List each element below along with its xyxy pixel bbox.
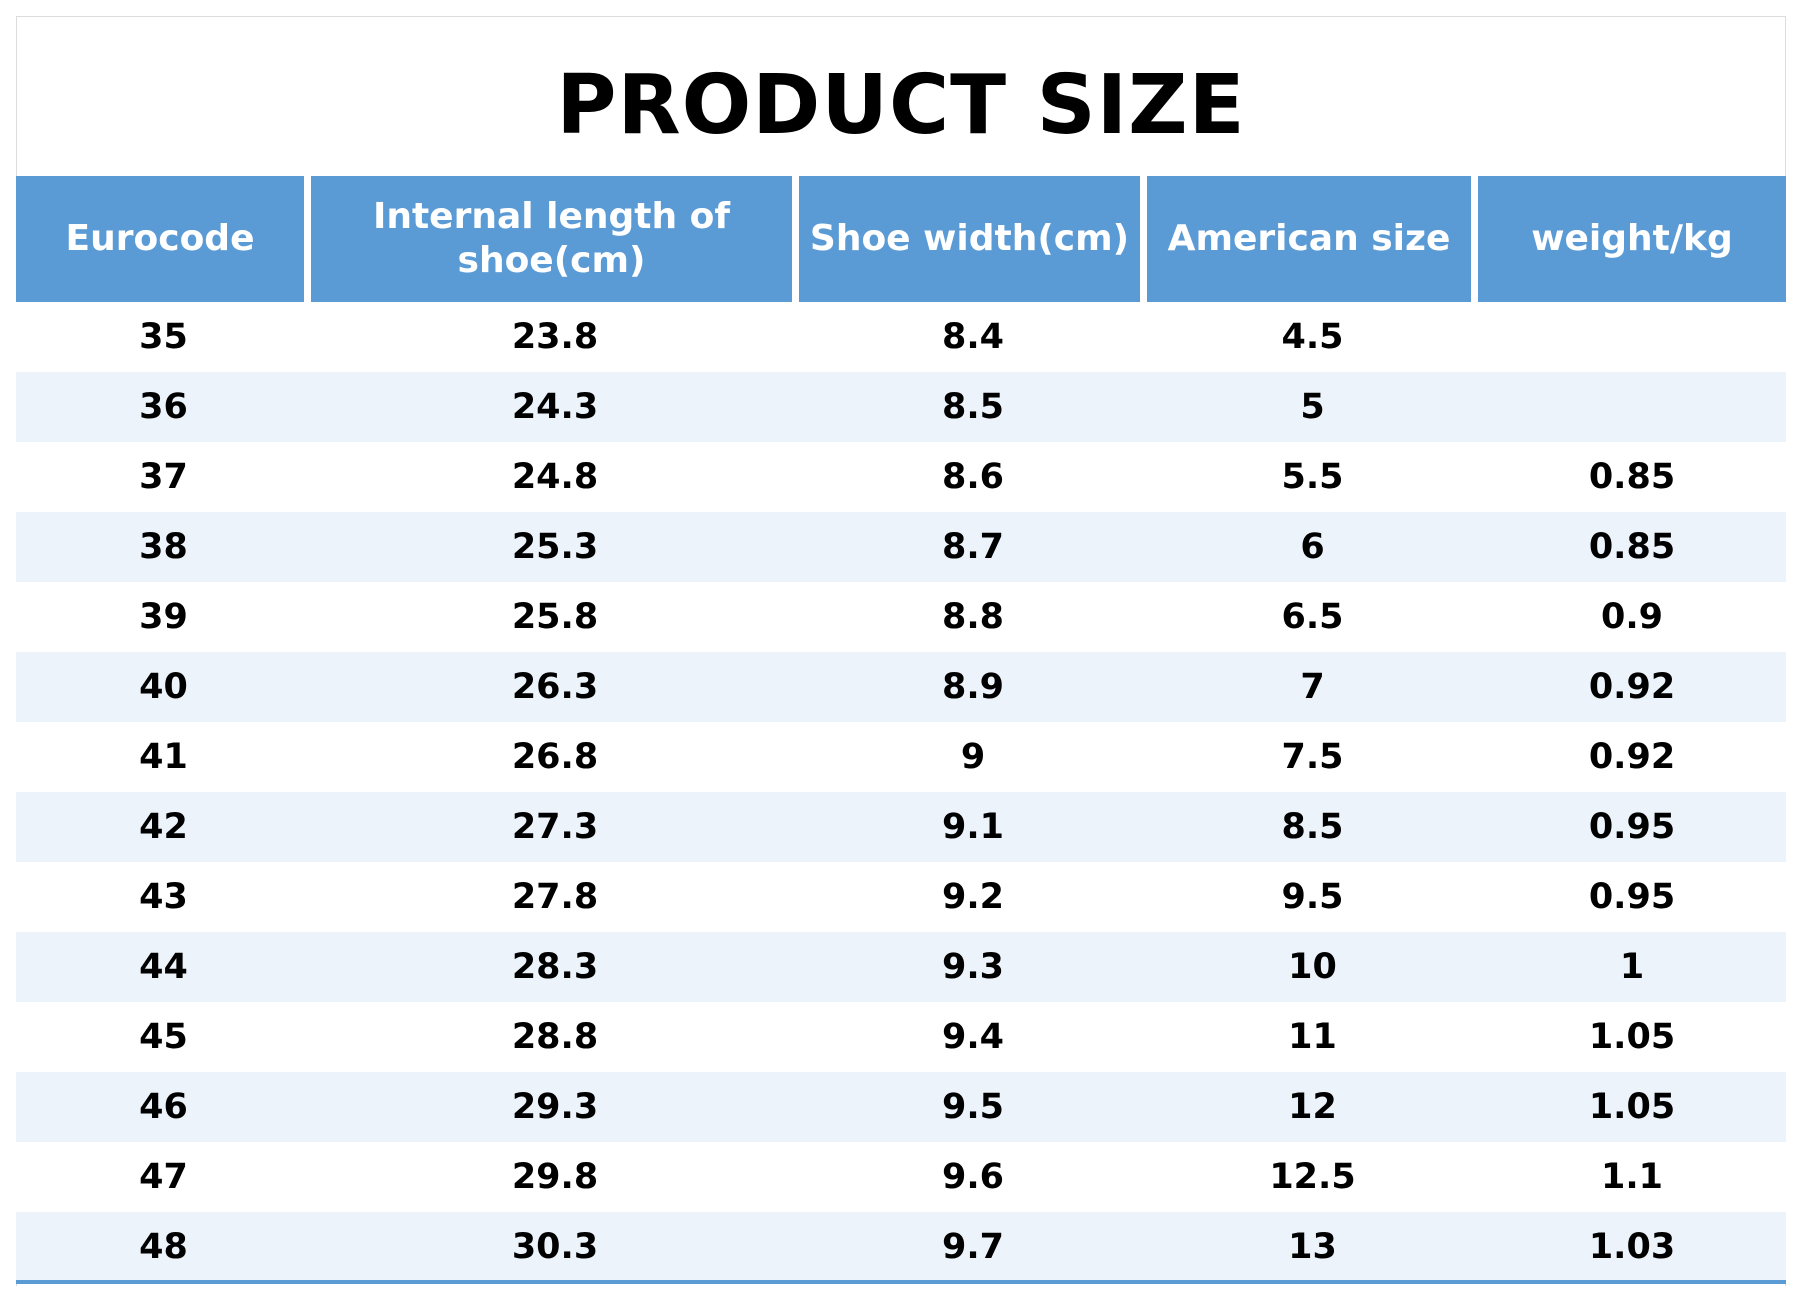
cell-american-size: 6.5	[1147, 582, 1478, 652]
cell-shoe-width: 9.1	[799, 792, 1147, 862]
cell-internal-length: 26.3	[311, 652, 799, 722]
cell-american-size: 4.5	[1147, 302, 1478, 372]
cell-eurocode: 42	[16, 792, 311, 862]
cell-american-size: 13	[1147, 1212, 1478, 1282]
cell-shoe-width: 9.7	[799, 1212, 1147, 1282]
cell-eurocode: 44	[16, 932, 311, 1002]
cell-eurocode: 37	[16, 442, 311, 512]
cell-american-size: 12.5	[1147, 1142, 1478, 1212]
table-row: 46 29.3 9.5 12 1.05	[16, 1072, 1786, 1142]
cell-american-size: 8.5	[1147, 792, 1478, 862]
cell-weight	[1478, 372, 1786, 442]
table-row: 48 30.3 9.7 13 1.03	[16, 1212, 1786, 1282]
column-header-american-size: American size	[1147, 176, 1478, 302]
cell-american-size: 10	[1147, 932, 1478, 1002]
cell-eurocode: 47	[16, 1142, 311, 1212]
cell-weight: 0.85	[1478, 442, 1786, 512]
cell-internal-length: 24.3	[311, 372, 799, 442]
table-row: 41 26.8 9 7.5 0.92	[16, 722, 1786, 792]
cell-weight: 1.1	[1478, 1142, 1786, 1212]
cell-eurocode: 38	[16, 512, 311, 582]
cell-internal-length: 25.8	[311, 582, 799, 652]
size-chart-table: Eurocode Internal length of shoe(cm) Sho…	[16, 176, 1786, 1282]
page-title: PRODUCT SIZE	[556, 57, 1246, 153]
cell-shoe-width: 9.6	[799, 1142, 1147, 1212]
cell-weight: 0.92	[1478, 722, 1786, 792]
cell-shoe-width: 8.9	[799, 652, 1147, 722]
table-row: 42 27.3 9.1 8.5 0.95	[16, 792, 1786, 862]
cell-weight: 0.95	[1478, 792, 1786, 862]
table-row: 38 25.3 8.7 6 0.85	[16, 512, 1786, 582]
table-body: 35 23.8 8.4 4.5 36 24.3 8.5 5 37 24.8 8.6 5.5 0.85 38…	[16, 302, 1786, 1282]
column-header-weight: weight/kg	[1478, 176, 1786, 302]
cell-weight: 0.92	[1478, 652, 1786, 722]
cell-shoe-width: 8.8	[799, 582, 1147, 652]
table-row: 37 24.8 8.6 5.5 0.85	[16, 442, 1786, 512]
cell-shoe-width: 8.7	[799, 512, 1147, 582]
cell-eurocode: 35	[16, 302, 311, 372]
cell-internal-length: 28.3	[311, 932, 799, 1002]
cell-weight: 0.95	[1478, 862, 1786, 932]
cell-internal-length: 29.3	[311, 1072, 799, 1142]
cell-american-size: 5.5	[1147, 442, 1478, 512]
cell-american-size: 6	[1147, 512, 1478, 582]
bottom-divider	[16, 1280, 1786, 1284]
cell-eurocode: 48	[16, 1212, 311, 1282]
cell-shoe-width: 8.4	[799, 302, 1147, 372]
cell-weight: 0.9	[1478, 582, 1786, 652]
table-row: 45 28.8 9.4 11 1.05	[16, 1002, 1786, 1072]
cell-eurocode: 45	[16, 1002, 311, 1072]
cell-internal-length: 27.3	[311, 792, 799, 862]
table-row: 39 25.8 8.8 6.5 0.9	[16, 582, 1786, 652]
table-row: 36 24.3 8.5 5	[16, 372, 1786, 442]
cell-internal-length: 23.8	[311, 302, 799, 372]
cell-weight	[1478, 302, 1786, 372]
table-row: 47 29.8 9.6 12.5 1.1	[16, 1142, 1786, 1212]
cell-eurocode: 46	[16, 1072, 311, 1142]
table-row: 44 28.3 9.3 10 1	[16, 932, 1786, 1002]
cell-eurocode: 43	[16, 862, 311, 932]
cell-shoe-width: 9.3	[799, 932, 1147, 1002]
cell-internal-length: 28.8	[311, 1002, 799, 1072]
table-row: 43 27.8 9.2 9.5 0.95	[16, 862, 1786, 932]
cell-weight: 1.05	[1478, 1002, 1786, 1072]
column-header-internal-length: Internal length of shoe(cm)	[311, 176, 799, 302]
cell-eurocode: 41	[16, 722, 311, 792]
cell-american-size: 5	[1147, 372, 1478, 442]
cell-internal-length: 30.3	[311, 1212, 799, 1282]
cell-internal-length: 25.3	[311, 512, 799, 582]
cell-shoe-width: 9.2	[799, 862, 1147, 932]
cell-weight: 1.03	[1478, 1212, 1786, 1282]
cell-american-size: 9.5	[1147, 862, 1478, 932]
table-row: 40 26.3 8.9 7 0.92	[16, 652, 1786, 722]
cell-shoe-width: 8.6	[799, 442, 1147, 512]
cell-internal-length: 27.8	[311, 862, 799, 932]
table-header-row: Eurocode Internal length of shoe(cm) Sho…	[16, 176, 1786, 302]
cell-american-size: 11	[1147, 1002, 1478, 1072]
column-header-shoe-width: Shoe width(cm)	[799, 176, 1147, 302]
cell-shoe-width: 9.4	[799, 1002, 1147, 1072]
cell-internal-length: 29.8	[311, 1142, 799, 1212]
cell-american-size: 12	[1147, 1072, 1478, 1142]
cell-american-size: 7.5	[1147, 722, 1478, 792]
cell-weight: 1	[1478, 932, 1786, 1002]
cell-weight: 1.05	[1478, 1072, 1786, 1142]
cell-eurocode: 40	[16, 652, 311, 722]
cell-eurocode: 39	[16, 582, 311, 652]
cell-shoe-width: 9.5	[799, 1072, 1147, 1142]
cell-internal-length: 26.8	[311, 722, 799, 792]
column-header-eurocode: Eurocode	[16, 176, 311, 302]
cell-american-size: 7	[1147, 652, 1478, 722]
cell-eurocode: 36	[16, 372, 311, 442]
cell-internal-length: 24.8	[311, 442, 799, 512]
cell-shoe-width: 8.5	[799, 372, 1147, 442]
cell-weight: 0.85	[1478, 512, 1786, 582]
table-row: 35 23.8 8.4 4.5	[16, 302, 1786, 372]
cell-shoe-width: 9	[799, 722, 1147, 792]
